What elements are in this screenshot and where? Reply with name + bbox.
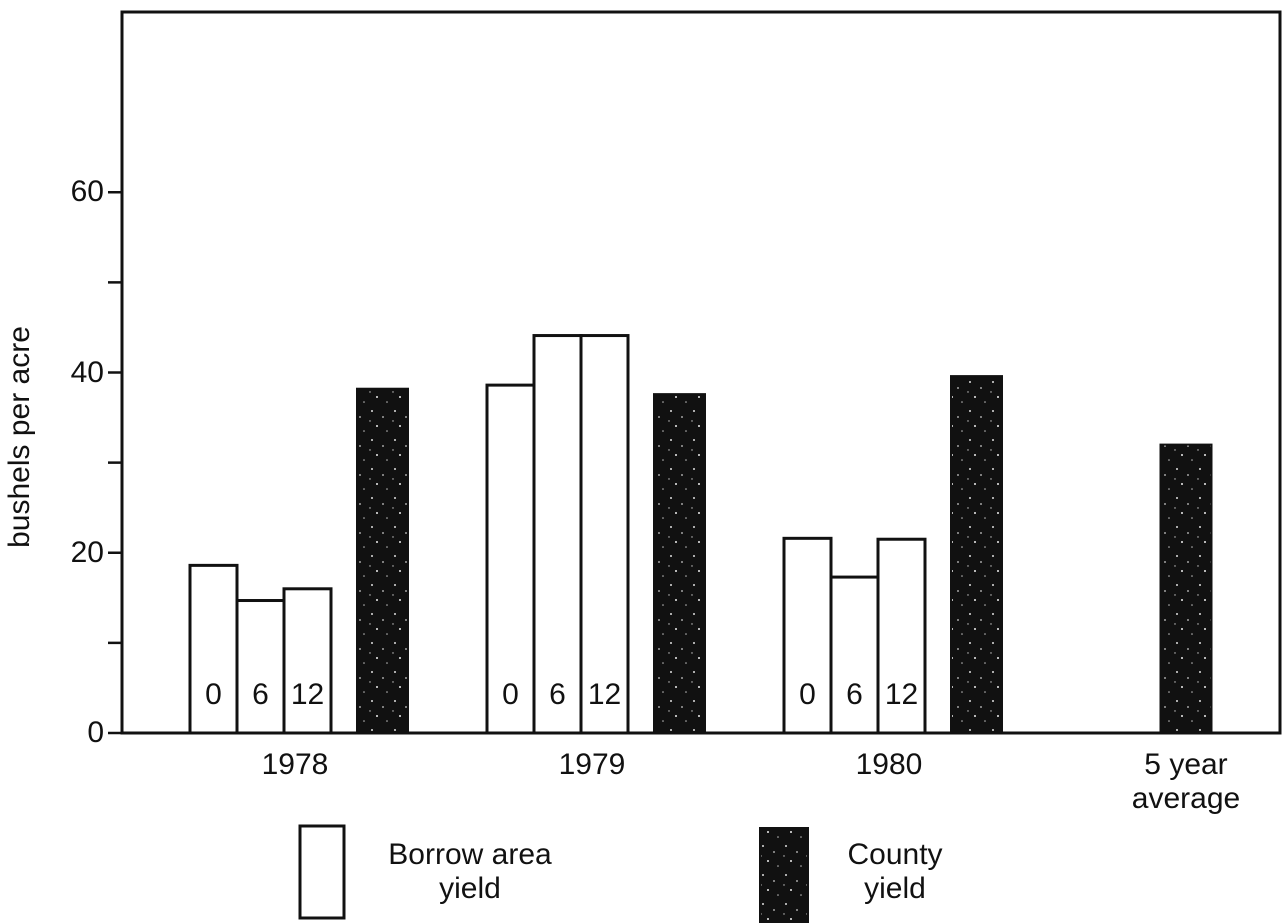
bar	[532, 334, 583, 735]
y-tick-label: 20	[70, 535, 104, 569]
legend-label: County yield	[847, 838, 943, 905]
bar-sublabel: 0	[799, 678, 816, 711]
bar	[282, 587, 333, 735]
x-tick-label: 1980	[855, 748, 923, 781]
bar	[579, 334, 630, 735]
y-tick-label: 40	[70, 355, 104, 389]
bar-sublabel: 6	[549, 678, 566, 711]
bar	[950, 375, 1003, 734]
x-tick-label: 1979	[558, 748, 626, 781]
x-tick-label: 5 year average	[1131, 748, 1241, 815]
y-tick-label: 60	[70, 175, 104, 209]
bar-sublabel: 12	[884, 678, 919, 711]
bar	[1159, 443, 1213, 734]
bar-sublabel: 12	[587, 678, 622, 711]
bar	[829, 575, 880, 735]
bar	[188, 563, 239, 735]
legend-swatch	[759, 827, 809, 923]
legend-label: Borrow area yield	[388, 838, 552, 905]
bar-sublabel: 6	[846, 678, 863, 711]
bar-sublabel: 0	[205, 678, 222, 711]
bar	[235, 599, 286, 735]
y-axis-label: bushels per acre	[3, 326, 36, 548]
bar	[485, 383, 536, 735]
y-tick-label: 0	[87, 716, 104, 749]
bar-sublabel: 0	[502, 678, 519, 711]
bar-sublabel: 6	[252, 678, 269, 711]
bar-sublabel: 12	[290, 678, 325, 711]
legend-swatch	[298, 824, 346, 920]
bar	[356, 387, 409, 734]
x-tick-label: 1978	[261, 748, 329, 781]
bar	[876, 537, 927, 735]
bar	[653, 393, 706, 734]
